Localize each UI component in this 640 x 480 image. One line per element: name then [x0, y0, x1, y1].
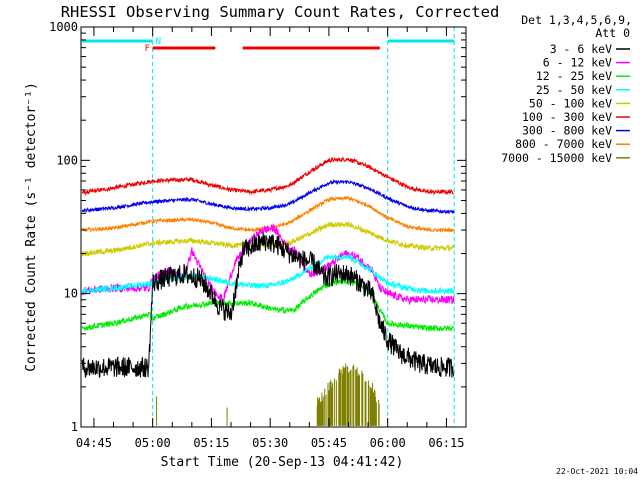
series-line [81, 253, 455, 295]
series-7 [81, 178, 455, 214]
series-3 [81, 277, 455, 332]
legend-label: 800 - 7000 keV [515, 137, 612, 151]
series-line [81, 222, 455, 306]
x-axis-label: Start Time (20-Sep-13 04:41:42) [161, 455, 404, 470]
series-4 [81, 253, 455, 295]
y-tick-label: 100 [56, 153, 78, 167]
x-tick-label: 04:45 [76, 436, 112, 450]
series-line [81, 178, 455, 214]
series-line [81, 156, 454, 196]
legend-label: 100 - 300 keV [522, 110, 612, 124]
series-line [81, 277, 455, 332]
x-tick-label: 06:00 [370, 436, 406, 450]
legend-label: 25 - 50 keV [536, 83, 612, 97]
y-tick-label: 1 [71, 420, 78, 434]
series-9 [156, 363, 380, 426]
legend-label: 3 - 6 keV [550, 42, 612, 56]
legend-label: 50 - 100 keV [529, 96, 612, 110]
chart-title: RHESSI Observing Summary Count Rates, Co… [61, 3, 500, 21]
legend-label: 6 - 12 keV [543, 56, 612, 70]
x-tick-label: 05:30 [252, 436, 288, 450]
x-tick-label: 05:45 [311, 436, 347, 450]
legend-header-line-1: Det 1,3,4,5,6,9, [521, 13, 632, 27]
series-line [81, 232, 455, 378]
flare-flag-label: F [145, 44, 150, 54]
legend-label: 12 - 25 keV [536, 69, 612, 83]
night-flag-label: N [156, 37, 161, 47]
legend-header-line-2: Att 0 [595, 26, 630, 40]
plot-frame [80, 26, 467, 428]
y-axis: 1 10 100 1000 [49, 20, 466, 434]
x-tick-label: 05:15 [193, 436, 229, 450]
y-tick-label: 1000 [49, 20, 78, 34]
series-1 [81, 232, 455, 378]
x-tick-label: 05:00 [135, 436, 171, 450]
y-tick-label: 10 [64, 287, 78, 301]
x-axis: 04:45 05:00 05:15 05:30 05:45 06:00 06:15 [76, 27, 467, 450]
legend-label: 300 - 800 keV [522, 124, 612, 138]
series-2 [81, 222, 455, 306]
footer-date: 22-Oct-2021 10:04 [556, 467, 638, 476]
legend-label: 7000 - 15000 keV [501, 151, 612, 165]
series-6 [81, 156, 454, 196]
plot-area: NF [81, 27, 455, 427]
series-line [316, 363, 380, 426]
x-tick-label: 06:15 [428, 436, 464, 450]
y-axis-label: Corrected Count Rate (s⁻¹ detector⁻¹) [24, 82, 39, 372]
